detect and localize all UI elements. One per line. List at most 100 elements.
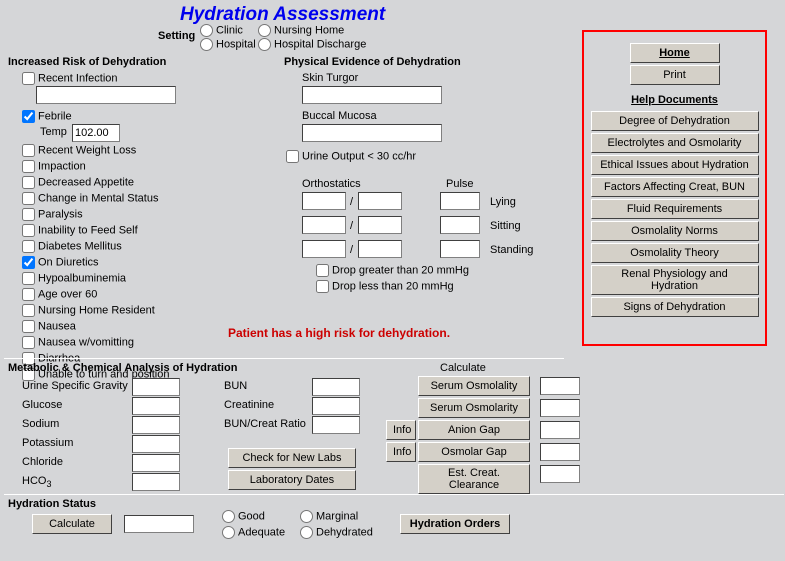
help-doc-0[interactable]: Degree of Dehydration xyxy=(591,111,759,131)
osmolar-gap-value[interactable] xyxy=(540,443,580,461)
help-doc-4[interactable]: Fluid Requirements xyxy=(591,199,759,219)
status-adequate-radio[interactable] xyxy=(222,526,235,539)
urine-output-checkbox[interactable] xyxy=(286,150,299,163)
pulse-sitting[interactable] xyxy=(440,216,480,234)
drop-gt-row[interactable]: Drop greater than 20 mmHg xyxy=(316,264,469,280)
ortho-sitting-sys[interactable] xyxy=(302,216,346,234)
ortho-lying-dia[interactable] xyxy=(358,192,402,210)
sodium-input[interactable] xyxy=(132,416,180,434)
help-doc-3[interactable]: Factors Affecting Creat, BUN xyxy=(591,177,759,197)
status-calculate-button[interactable]: Calculate xyxy=(32,514,112,534)
febrile-checkbox[interactable] xyxy=(22,110,35,123)
setting-nh-row[interactable]: Nursing Home xyxy=(258,24,344,37)
paralysis-row[interactable]: Paralysis xyxy=(22,208,169,224)
bun-creat-input[interactable] xyxy=(312,416,360,434)
status-marginal-row[interactable]: Marginal xyxy=(300,510,358,523)
help-doc-5[interactable]: Osmolality Norms xyxy=(591,221,759,241)
help-doc-6[interactable]: Osmolality Theory xyxy=(591,243,759,263)
on-diuretics-checkbox[interactable] xyxy=(22,256,35,269)
help-doc-7[interactable]: Renal Physiology and Hydration xyxy=(591,265,759,295)
help-doc-1[interactable]: Electrolytes and Osmolarity xyxy=(591,133,759,153)
print-button[interactable]: Print xyxy=(630,65,720,85)
drop-lt-row[interactable]: Drop less than 20 mmHg xyxy=(316,280,454,296)
serum-osmolality-button[interactable]: Serum Osmolality xyxy=(418,376,530,396)
recent-infection-input[interactable] xyxy=(36,86,176,104)
mental-status-row[interactable]: Change in Mental Status xyxy=(22,192,169,208)
pulse-standing[interactable] xyxy=(440,240,480,258)
recent-weight-loss-row[interactable]: Recent Weight Loss xyxy=(22,144,169,160)
skin-turgor-input[interactable] xyxy=(302,86,442,104)
status-adequate-row[interactable]: Adequate xyxy=(222,526,285,539)
osmolar-gap-button[interactable]: Osmolar Gap xyxy=(418,442,530,462)
setting-discharge-radio[interactable] xyxy=(258,38,271,51)
check-labs-button[interactable]: Check for New Labs xyxy=(228,448,356,468)
setting-nh-radio[interactable] xyxy=(258,24,271,37)
urine-output-row[interactable]: Urine Output < 30 cc/hr xyxy=(286,150,416,166)
age-over-60-checkbox[interactable] xyxy=(22,288,35,301)
paralysis-checkbox[interactable] xyxy=(22,208,35,221)
status-good-row[interactable]: Good xyxy=(222,510,265,523)
on-diuretics-row[interactable]: On Diuretics xyxy=(22,256,169,272)
nausea-checkbox[interactable] xyxy=(22,320,35,333)
setting-discharge-row[interactable]: Hospital Discharge xyxy=(258,38,366,51)
mental-status-checkbox[interactable] xyxy=(22,192,35,205)
drop-gt-checkbox[interactable] xyxy=(316,264,329,277)
decreased-appetite-checkbox[interactable] xyxy=(22,176,35,189)
hypoalbuminemia-row[interactable]: Hypoalbuminemia xyxy=(22,272,169,288)
recent-weight-loss-checkbox[interactable] xyxy=(22,144,35,157)
creatinine-input[interactable] xyxy=(312,397,360,415)
lab-dates-button[interactable]: Laboratory Dates xyxy=(228,470,356,490)
status-dehydrated-radio[interactable] xyxy=(300,526,313,539)
hydration-orders-button[interactable]: Hydration Orders xyxy=(400,514,510,534)
setting-hospital-row[interactable]: Hospital xyxy=(200,38,256,51)
drop-lt-checkbox[interactable] xyxy=(316,280,329,293)
urine-sg-input[interactable] xyxy=(132,378,180,396)
creat-clearance-button[interactable]: Est. Creat. Clearance xyxy=(418,464,530,494)
ortho-lying-sys[interactable] xyxy=(302,192,346,210)
hco3-input[interactable] xyxy=(132,473,180,491)
nausea-row[interactable]: Nausea xyxy=(22,320,169,336)
decreased-appetite-row[interactable]: Decreased Appetite xyxy=(22,176,169,192)
impaction-row[interactable]: Impaction xyxy=(22,160,169,176)
home-button[interactable]: Home xyxy=(630,43,720,63)
status-value[interactable] xyxy=(124,515,194,533)
help-doc-8[interactable]: Signs of Dehydration xyxy=(591,297,759,317)
setting-hospital-radio[interactable] xyxy=(200,38,213,51)
pulse-lying[interactable] xyxy=(440,192,480,210)
glucose-input[interactable] xyxy=(132,397,180,415)
inability-feed-row[interactable]: Inability to Feed Self xyxy=(22,224,169,240)
anion-gap-value[interactable] xyxy=(540,421,580,439)
age-over-60-row[interactable]: Age over 60 xyxy=(22,288,169,304)
serum-osmolality-value[interactable] xyxy=(540,377,580,395)
potassium-input[interactable] xyxy=(132,435,180,453)
ortho-standing-dia[interactable] xyxy=(358,240,402,258)
nursing-home-resident-checkbox[interactable] xyxy=(22,304,35,317)
status-good-radio[interactable] xyxy=(222,510,235,523)
serum-osmolarity-value[interactable] xyxy=(540,399,580,417)
temp-input[interactable] xyxy=(72,124,120,142)
diabetes-row[interactable]: Diabetes Mellitus xyxy=(22,240,169,256)
buccal-mucosa-input[interactable] xyxy=(302,124,442,142)
bun-input[interactable] xyxy=(312,378,360,396)
ortho-standing-sys[interactable] xyxy=(302,240,346,258)
setting-clinic-row[interactable]: Clinic xyxy=(200,24,243,37)
nausea-vomitting-row[interactable]: Nausea w/vomitting xyxy=(22,336,169,352)
anion-gap-button[interactable]: Anion Gap xyxy=(418,420,530,440)
chloride-input[interactable] xyxy=(132,454,180,472)
impaction-checkbox[interactable] xyxy=(22,160,35,173)
anion-info-button[interactable]: Info xyxy=(386,420,416,440)
status-marginal-radio[interactable] xyxy=(300,510,313,523)
creat-clearance-value[interactable] xyxy=(540,465,580,483)
ortho-sitting-dia[interactable] xyxy=(358,216,402,234)
status-dehydrated-row[interactable]: Dehydrated xyxy=(300,526,373,539)
serum-osmolarity-button[interactable]: Serum Osmolarity xyxy=(418,398,530,418)
hypoalbuminemia-checkbox[interactable] xyxy=(22,272,35,285)
diabetes-checkbox[interactable] xyxy=(22,240,35,253)
febrile-row[interactable]: Febrile xyxy=(22,110,72,126)
nursing-home-resident-row[interactable]: Nursing Home Resident xyxy=(22,304,169,320)
setting-clinic-radio[interactable] xyxy=(200,24,213,37)
recent-infection-checkbox[interactable] xyxy=(22,72,35,85)
help-doc-2[interactable]: Ethical Issues about Hydration xyxy=(591,155,759,175)
osmolar-info-button[interactable]: Info xyxy=(386,442,416,462)
nausea-vomitting-checkbox[interactable] xyxy=(22,336,35,349)
